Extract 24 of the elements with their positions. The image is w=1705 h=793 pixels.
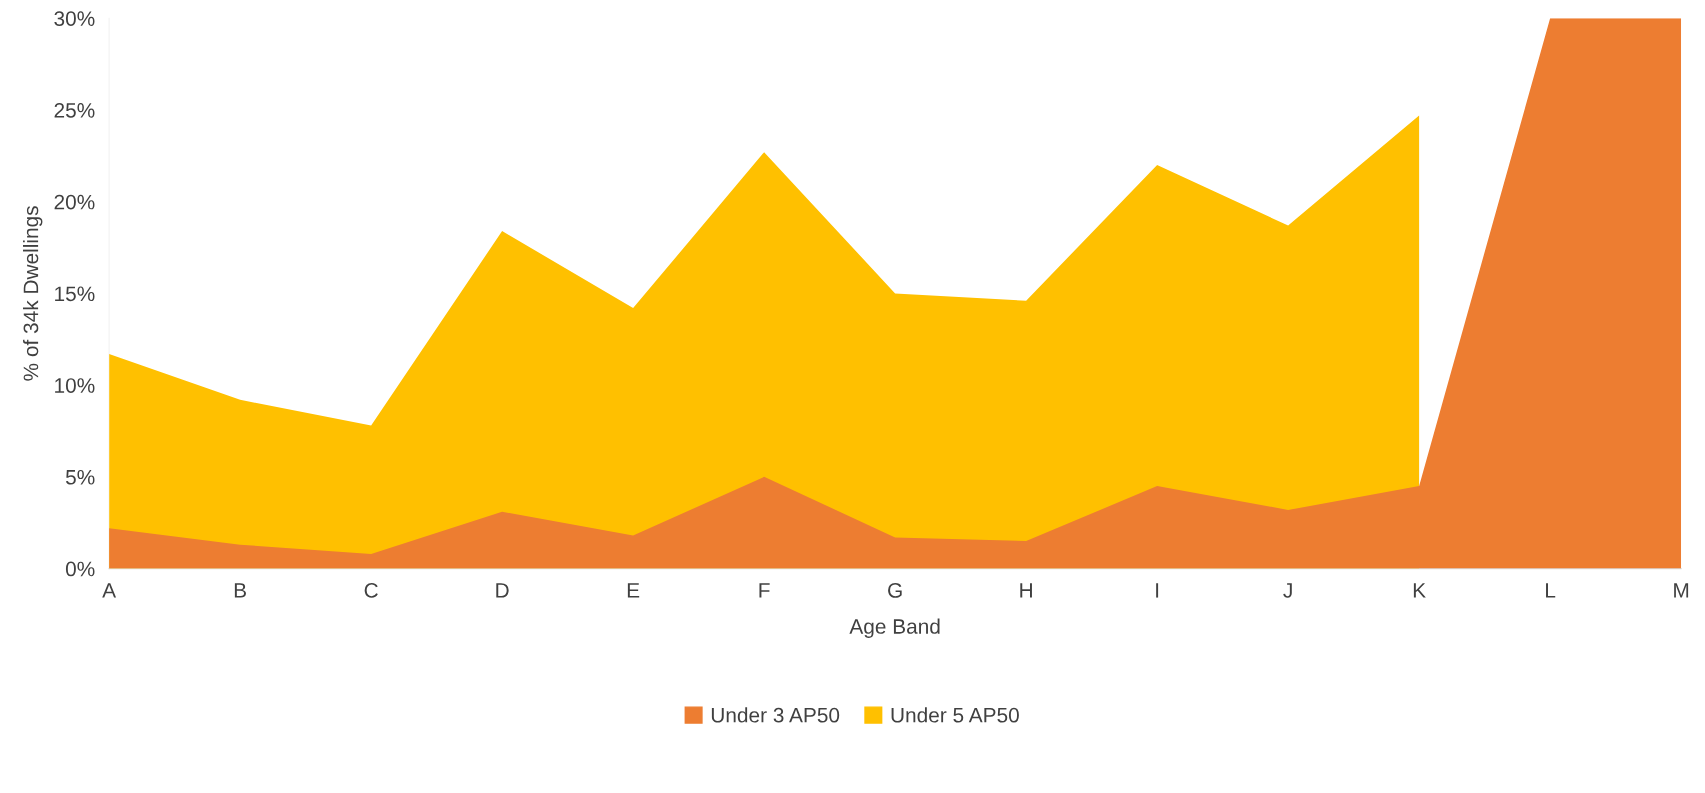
legend-label: Under 5 AP50 [891, 707, 1019, 723]
x-tick-label: B [234, 583, 246, 598]
x-tick-label: E [627, 583, 640, 598]
y-axis-title: % of 34k Dwellings [23, 206, 43, 381]
x-axis-title: Age Band [849, 618, 940, 638]
x-tick-label: D [496, 583, 509, 598]
y-tick-label: 15% [55, 286, 95, 302]
y-tick-label: 20% [54, 194, 95, 210]
x-tick-label: L [1546, 583, 1556, 598]
y-tick-label: 5% [65, 469, 95, 485]
legend-label: Under 3 AP50 [711, 707, 840, 723]
x-tick-label: M [1674, 583, 1689, 598]
y-tick-label: 25% [54, 102, 95, 118]
x-tick-label: K [1413, 583, 1426, 598]
x-tick-label: I [1156, 583, 1159, 598]
x-tick-label: H [1020, 583, 1032, 598]
y-tick-label: 0% [65, 561, 95, 577]
x-tick-label: C [364, 583, 378, 598]
x-tick-label: A [102, 583, 117, 598]
y-tick-label: 30% [54, 11, 95, 26]
x-tick-label: J [1283, 583, 1292, 598]
y-tick-label: 10% [55, 378, 95, 393]
x-tick-label: F [759, 583, 770, 598]
x-tick-label: G [888, 583, 902, 598]
